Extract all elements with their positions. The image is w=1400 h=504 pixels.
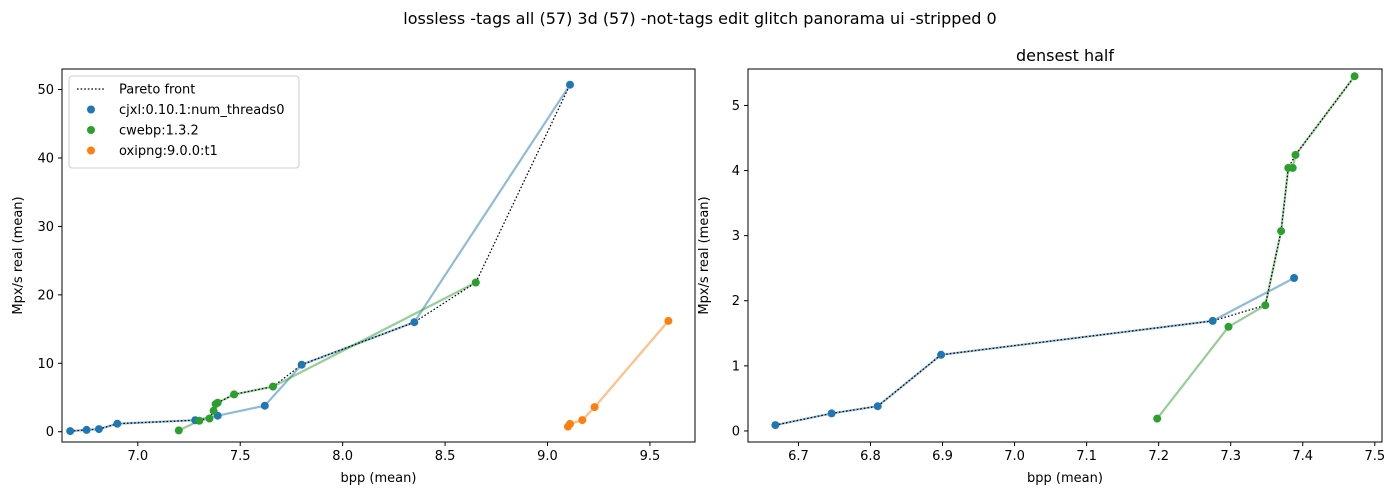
axes-frame — [61, 68, 696, 443]
data-point — [94, 425, 103, 434]
y-tick-label: 5 — [732, 99, 740, 114]
x-tick-label: 7.1 — [1076, 449, 1097, 464]
data-point — [566, 80, 574, 89]
data-point — [209, 406, 218, 415]
data-point — [1350, 72, 1359, 81]
data-point — [410, 318, 419, 327]
left-axes: 7.0 7.5 8.0 8.5 9.0 9.5 0 10 20 30 40 50 bpp (mean) M… — [11, 68, 696, 486]
data-point — [213, 398, 222, 407]
x-tick-label: 7.5 — [230, 449, 251, 464]
y-tick-label: 30 — [37, 220, 54, 235]
x-tick-label: 6.9 — [932, 449, 953, 464]
y-tick-label: 20 — [37, 288, 54, 303]
data-point — [1288, 163, 1297, 172]
y-axis-label: Mpx/s real (mean) — [11, 196, 26, 314]
y-tick-label: 50 — [37, 83, 54, 98]
data-point — [1224, 322, 1233, 331]
legend-swatch-cjxl — [87, 105, 95, 114]
x-tick-label: 7.4 — [1292, 449, 1313, 464]
legend-swatch-cwebp — [87, 126, 95, 134]
data-point — [664, 316, 673, 325]
y-tick-label: 40 — [37, 151, 54, 166]
legend-label: oxipng:9.0.0:t1 — [119, 144, 218, 159]
legend-box — [68, 75, 300, 169]
data-point — [205, 414, 214, 423]
y-tick-label: 3 — [732, 229, 740, 244]
x-tick-label: 7.2 — [1148, 449, 1169, 464]
series-points-cjxl — [66, 80, 574, 436]
x-tick-label: 7.5 — [1364, 449, 1385, 464]
figure-suptitle: lossless -tags all (57) 3d (57) -not-tag… — [403, 9, 996, 28]
data-point — [578, 416, 587, 425]
data-point — [937, 350, 946, 359]
axes-title: densest half — [1016, 46, 1114, 65]
series-points-cjxl — [771, 274, 1299, 430]
data-point — [873, 402, 882, 411]
x-tick-label: 7.0 — [127, 449, 148, 464]
y-tick-label: 0 — [732, 424, 740, 439]
x-axis-label: bpp (mean) — [1027, 471, 1103, 486]
x-tick-label: 7.0 — [1004, 449, 1025, 464]
series-lines — [775, 75, 1356, 427]
data-point — [1291, 150, 1300, 159]
legend-label: Pareto front — [119, 83, 195, 98]
pareto-front-line — [775, 75, 1356, 426]
legend-swatch-oxipng — [87, 146, 95, 155]
data-point — [1208, 316, 1217, 325]
data-point — [1153, 414, 1162, 423]
data-point — [174, 426, 183, 435]
legend: Pareto front cjxl:0.10.1:num_threads0cweb… — [68, 75, 300, 169]
y-tick-label: 4 — [732, 164, 740, 179]
data-point — [1277, 227, 1286, 236]
y-tick-label: 0 — [46, 425, 54, 440]
data-point — [771, 421, 780, 430]
x-tick-label: 6.8 — [860, 449, 881, 464]
y-tick-label: 10 — [37, 357, 54, 372]
series-points-cwebp — [174, 278, 480, 435]
data-point — [66, 427, 75, 436]
data-point — [827, 409, 836, 418]
y-tick-label: 1 — [732, 359, 740, 374]
data-point — [113, 419, 122, 428]
data-point — [471, 278, 480, 287]
x-axis-label: bpp (mean) — [341, 471, 417, 486]
y-tick-label: 2 — [732, 294, 740, 309]
series-line-cwebp — [1156, 75, 1356, 420]
series-points-oxipng — [564, 316, 673, 431]
axes-frame — [747, 68, 1383, 443]
x-tick-label: 9.0 — [537, 449, 558, 464]
data-point — [230, 390, 239, 399]
data-point — [82, 425, 91, 434]
series-points-cwebp — [1153, 72, 1359, 423]
x-tick-label: 6.7 — [788, 449, 809, 464]
legend-label: cjxl:0.10.1:num_threads0 — [119, 103, 284, 118]
data-point — [195, 416, 204, 425]
x-tick-label: 7.3 — [1220, 449, 1241, 464]
data-point — [1290, 274, 1299, 282]
legend-label: cwebp:1.3.2 — [119, 124, 199, 139]
series-line-cjxl — [775, 277, 1295, 427]
x-tick-label: 8.5 — [435, 449, 456, 464]
series-line-oxipng — [567, 320, 670, 428]
series-line-cwebp — [178, 281, 477, 432]
x-tick-label: 9.5 — [640, 449, 661, 464]
data-point — [269, 382, 277, 391]
right-axes: densest half 6.7 6.8 6.9 7.0 7.1 7.2 7.3 7.4 7.5 0… — [697, 46, 1385, 486]
data-point — [566, 419, 574, 428]
data-point — [297, 360, 306, 369]
data-point — [590, 403, 599, 412]
data-point — [260, 401, 269, 410]
y-axis-label: Mpx/s real (mean) — [697, 196, 712, 314]
data-point — [1261, 301, 1270, 310]
x-tick-label: 8.0 — [332, 449, 353, 464]
